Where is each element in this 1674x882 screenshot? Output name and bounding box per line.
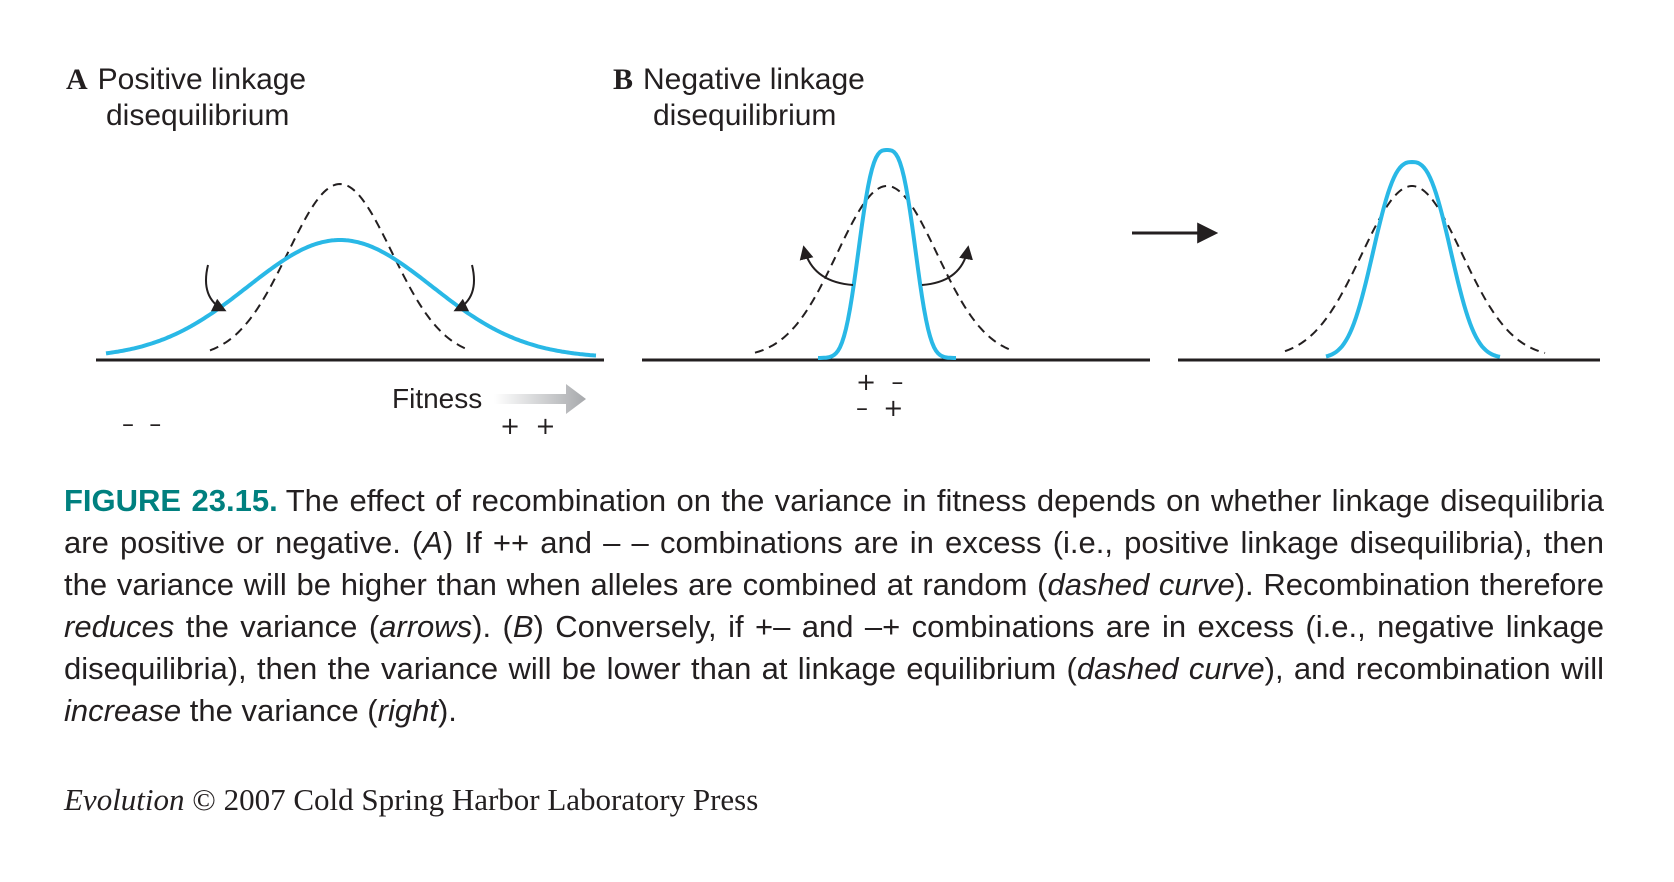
caption-italic-1: A — [422, 525, 443, 560]
panel-a-left-signs: – – — [122, 410, 161, 438]
caption-part-8: the variance ( — [181, 693, 378, 728]
panel-b-right-arrow — [921, 245, 973, 286]
panel-a-left-arrow — [205, 264, 227, 312]
panel-a-blue-curve — [105, 238, 597, 358]
panel-a-letter: A — [66, 63, 88, 96]
panel-a-right-arrow — [453, 264, 475, 312]
caption-part-2: ) If ++ and – – combinations are in exce… — [64, 525, 1604, 602]
caption-part-9: ). — [437, 693, 457, 728]
caption-part-4: the variance ( — [174, 609, 380, 644]
panel-c-dashed-curve — [1284, 185, 1546, 354]
panel-b-signs-line1: + – — [856, 368, 903, 396]
caption-italic-7: increase — [64, 693, 182, 728]
figure-label: FIGURE 23.15. — [64, 483, 278, 518]
panel-b-title: B Negative linkage disequilibrium — [613, 62, 865, 134]
panel-b-letter: B — [613, 63, 634, 96]
caption-italic-2: dashed curve — [1047, 567, 1235, 602]
panel-b-title-line2: disequilibrium — [653, 99, 837, 132]
caption-part-7: ), and recombination will — [1264, 651, 1604, 686]
panel-b-signs-line2: – + — [856, 394, 903, 422]
copyright-line: Evolution © 2007 Cold Spring Harbor Labo… — [64, 782, 758, 818]
caption-italic-8: right — [377, 693, 438, 728]
panel-a-right-signs: + + — [500, 412, 555, 440]
panel-a-title: A Positive linkage disequilibrium — [66, 62, 306, 134]
fitness-label: Fitness — [392, 383, 482, 414]
fitness-arrow — [494, 384, 586, 414]
panel-a-title-line1: Positive linkage — [97, 63, 307, 96]
panel-a-dashed-curve — [209, 182, 471, 352]
caption-italic-5: B — [512, 609, 534, 644]
diagram-svg: Fitness – – + + + – – + — [96, 148, 1600, 440]
caption-italic-4: arrows — [379, 609, 473, 644]
caption-italic-3: reduces — [64, 609, 175, 644]
caption-italic-6: dashed curve — [1076, 651, 1265, 686]
panel-a-title-line2: disequilibrium — [106, 99, 290, 132]
caption-part-5: ). ( — [472, 609, 513, 644]
figure-caption: FIGURE 23.15. The effect of recombination… — [64, 480, 1604, 732]
panel-b-dashed-curve — [754, 184, 1012, 354]
panel-b-blue-curve — [818, 148, 956, 360]
panel-b-title-line1: Negative linkage — [643, 63, 865, 96]
copyright-book: Evolution — [64, 782, 185, 817]
panel-b-left-arrow — [799, 245, 854, 286]
caption-part-1: The effect of recombination on the varia… — [64, 483, 1604, 560]
copyright-text: © 2007 Cold Spring Harbor Laboratory Pre… — [184, 782, 759, 817]
caption-part-3: ). Recombination therefore — [1234, 567, 1604, 602]
caption-part-6: ) Conversely, if +– and –+ combinations … — [64, 609, 1604, 686]
panel-c-blue-curve — [1325, 159, 1501, 359]
